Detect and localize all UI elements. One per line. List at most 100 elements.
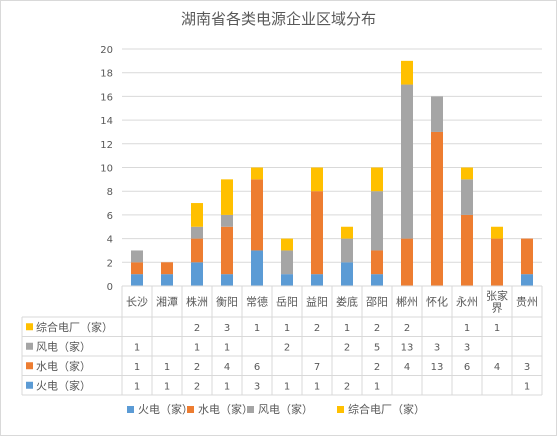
table-cell-永州-series-3: 1 [464,323,470,334]
table-cell-株洲-series-3: 2 [194,323,200,334]
bar-益阳-series-1 [311,191,323,275]
table-cell-常德-series-1: 6 [254,362,260,373]
table-cell-永州-series-1: 6 [464,362,470,373]
bar-娄底-series-2 [341,238,353,263]
y-tick-label-10: 10 [100,164,113,175]
bar-贵州-series-0 [521,274,533,286]
table-cell-长沙-series-0: 1 [134,381,140,392]
table-cell-常德-series-3: 1 [254,323,260,334]
x-category-label-岳阳: 岳阳 [276,296,298,309]
table-cell-衡阳-series-0: 1 [224,381,230,392]
table-legend-key-series-3 [26,323,33,331]
x-category-label-永州: 永州 [456,295,478,309]
bar-永州-series-1 [461,214,473,286]
legend-label-series-3: 综合电厂（家） [348,402,425,416]
bar-岳阳-series-2 [281,250,293,275]
table-cell-湘潭-series-1: 1 [164,362,170,373]
table-cell-岳阳-series-2: 2 [284,342,290,353]
table-cell-邵阳-series-3: 2 [374,323,380,334]
table-cell-怀化-series-2: 3 [434,342,440,353]
bar-衡阳-series-2 [221,214,233,227]
x-category-label-张家界-1: 界 [492,302,503,315]
bar-衡阳-series-1 [221,226,233,275]
bar-湘潭-series-0 [161,274,173,286]
table-cell-永州-series-2: 3 [464,342,470,353]
legend-key-series-1 [187,406,194,413]
table-cell-郴州-series-2: 13 [401,342,414,353]
y-tick-label-2: 2 [107,258,113,269]
bar-郴州-series-3 [401,60,413,85]
table-cell-郴州-series-3: 2 [404,323,410,334]
bar-邵阳-series-2 [371,191,383,251]
table-cell-常德-series-0: 3 [254,381,260,392]
legend-key-series-0 [127,406,134,413]
bar-郴州-series-1 [401,238,413,286]
bar-贵州-series-1 [521,238,533,275]
table-cell-贵州-series-1: 3 [524,362,530,373]
x-category-label-株洲: 株洲 [186,295,208,309]
table-legend-key-series-2 [26,342,33,350]
bar-常德-series-3 [251,167,263,180]
table-cell-邵阳-series-0: 1 [374,381,380,392]
x-category-label-湘潭: 湘潭 [156,295,178,309]
bar-长沙-series-0 [131,274,143,286]
table-cell-株洲-series-0: 2 [194,381,200,392]
y-tick-label-0: 0 [107,282,113,293]
bar-株洲-series-1 [191,238,203,263]
table-legend-key-series-1 [26,362,33,370]
table-cell-岳阳-series-3: 1 [284,323,290,334]
bar-株洲-series-3 [191,203,203,227]
table-cell-怀化-series-1: 13 [431,362,444,373]
bar-岳阳-series-3 [281,238,293,251]
x-category-label-贵州: 贵州 [516,296,538,309]
x-category-label-常德: 常德 [246,295,268,309]
x-category-label-益阳: 益阳 [306,295,328,309]
legend-key-series-3 [337,406,344,413]
bar-张家界-series-1 [491,238,503,286]
bar-永州-series-3 [461,167,473,180]
bar-长沙-series-1 [131,262,143,275]
bar-衡阳-series-3 [221,179,233,215]
table-row-label-series-3: 综合电厂（家） [36,320,113,334]
bar-张家界-series-3 [491,226,503,239]
y-tick-label-8: 8 [107,187,113,198]
table-cell-邵阳-series-1: 2 [374,362,380,373]
x-category-label-怀化: 怀化 [426,295,448,309]
bar-邵阳-series-0 [371,274,383,286]
bar-怀化-series-2 [431,96,443,132]
table-cell-益阳-series-1: 7 [314,362,320,373]
bar-株洲-series-2 [191,226,203,239]
x-category-label-郴州: 郴州 [396,295,418,309]
y-tick-label-16: 16 [100,92,113,103]
table-cell-娄底-series-3: 1 [344,323,350,334]
legend-key-series-2 [247,406,254,413]
legend-label-series-0: 火电（家） [138,402,193,416]
bar-衡阳-series-0 [221,274,233,286]
y-tick-label-12: 12 [100,140,113,151]
y-tick-label-14: 14 [100,116,113,127]
x-category-label-邵阳: 邵阳 [366,296,388,309]
bar-益阳-series-0 [311,274,323,286]
bar-娄底-series-0 [341,262,353,286]
legend-label-series-1: 水电（家） [198,402,253,416]
table-cell-邵阳-series-2: 5 [374,342,380,353]
y-tick-label-18: 18 [100,69,113,80]
bar-湘潭-series-1 [161,262,173,275]
chart-title: 湖南省各类电源企业区域分布 [180,10,376,28]
bar-永州-series-2 [461,179,473,215]
x-category-label-娄底: 娄底 [336,295,358,309]
y-tick-label-6: 6 [107,211,113,222]
table-cell-衡阳-series-1: 4 [224,362,230,373]
bar-邵阳-series-3 [371,167,383,192]
legend-label-series-2: 风电（家） [258,402,313,416]
table-cell-娄底-series-2: 2 [344,342,350,353]
table-cell-衡阳-series-2: 1 [224,342,230,353]
y-tick-label-20: 20 [100,45,113,56]
table-cell-株洲-series-2: 1 [194,342,200,353]
table-cell-娄底-series-0: 2 [344,381,350,392]
bar-岳阳-series-0 [281,274,293,286]
bar-常德-series-0 [251,250,263,286]
table-row-label-series-2: 风电（家） [36,339,91,353]
table-cell-益阳-series-0: 1 [314,381,320,392]
